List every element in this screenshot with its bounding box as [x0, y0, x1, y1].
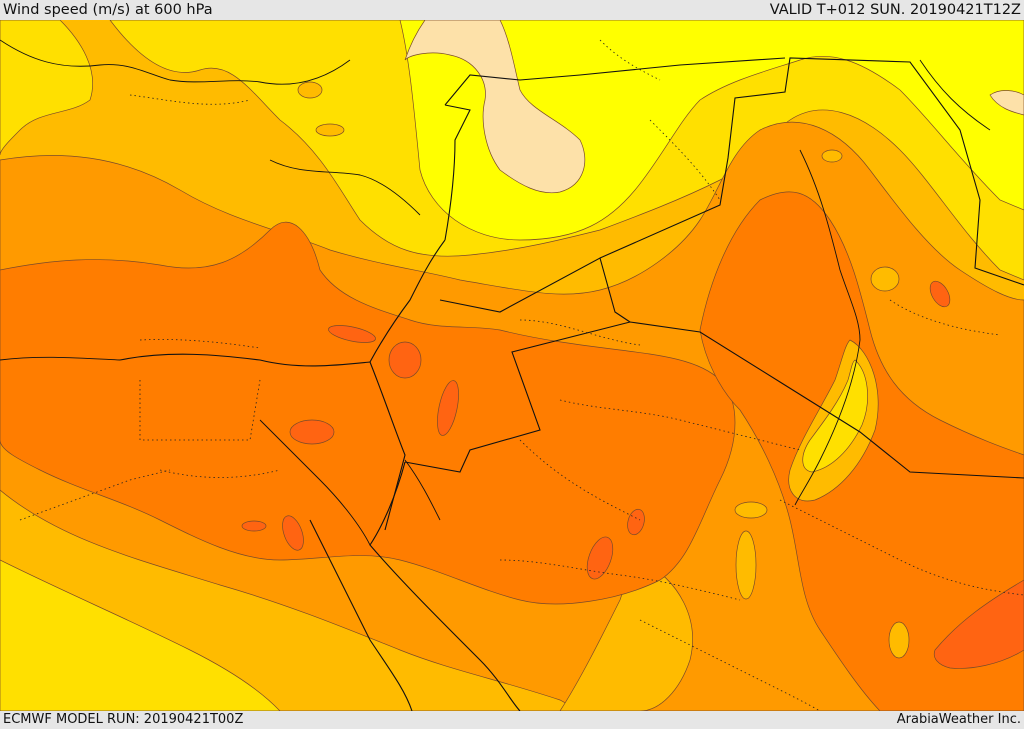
map-footer: ECMWF MODEL RUN: 20190421T00Z ArabiaWeat… [0, 711, 1024, 729]
map-header: Wind speed (m/s) at 600 hPa VALID T+012 … [0, 0, 1024, 20]
map-title: Wind speed (m/s) at 600 hPa [3, 2, 213, 18]
coastlines [0, 39, 991, 546]
internal-boundaries [19, 39, 1024, 711]
credit: ArabiaWeather Inc. [896, 712, 1021, 727]
wind-band-amber-se [559, 559, 693, 711]
wind-band-yellow-south [0, 559, 281, 711]
wind-band-yellow-west [0, 20, 93, 156]
model-run: ECMWF MODEL RUN: 20190421T00Z [3, 712, 244, 727]
wind-speed-map [0, 20, 1024, 711]
valid-time: VALID T+012 SUN. 20190421T12Z [769, 2, 1021, 18]
wind-band-light-wheat-east [989, 90, 1024, 116]
wind-band-light-wheat [404, 20, 586, 194]
wind-maxima [241, 280, 1024, 669]
wind-minima [297, 81, 910, 659]
wind-band-dark-orange [0, 221, 736, 605]
country-borders [119, 57, 1024, 711]
